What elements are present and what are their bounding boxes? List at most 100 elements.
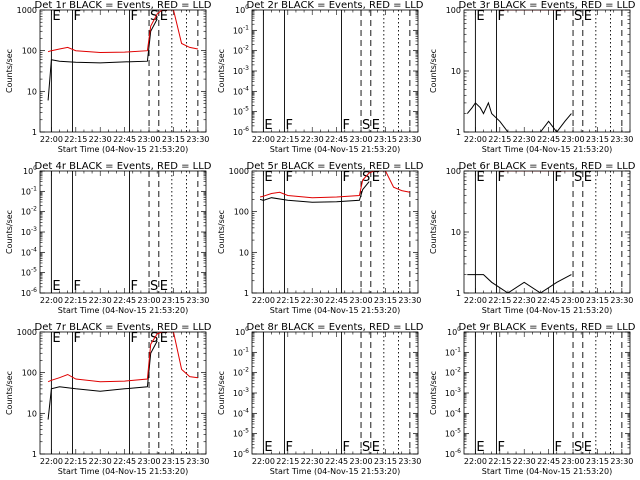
x-tick-label: 23:15 bbox=[374, 135, 397, 144]
y-tick-label: 10-2 bbox=[233, 45, 249, 56]
y-tick-label: 10-3 bbox=[233, 387, 249, 398]
x-tick-label: 22:00 bbox=[464, 457, 487, 466]
x-tick-label: 22:00 bbox=[252, 135, 275, 144]
vline-label: S bbox=[574, 9, 582, 24]
vline-label: F bbox=[343, 170, 350, 185]
x-tick-label: 23:30 bbox=[398, 296, 421, 305]
y-tick-label: 10-2 bbox=[445, 367, 461, 378]
panel-7: Det 7r BLACK = Events, RED = LLD Counts/s… bbox=[5, 322, 212, 476]
x-axis-label: Start Time (04-Nov-15 21:53:20) bbox=[270, 306, 400, 315]
vline-label: F bbox=[498, 9, 505, 24]
x-tick-label: 22:00 bbox=[40, 457, 63, 466]
y-tick-label: 10-5 bbox=[233, 106, 249, 117]
vline-label: F bbox=[131, 279, 138, 294]
x-tick-label: 22:30 bbox=[301, 135, 324, 144]
y-tick-label: 100 bbox=[447, 326, 461, 337]
x-tick-label: 22:15 bbox=[488, 296, 511, 305]
y-axis-label: Counts/sec bbox=[5, 49, 14, 93]
plot-frame bbox=[39, 170, 207, 294]
x-tick-label: 23:15 bbox=[586, 135, 609, 144]
x-tick-label: 23:00 bbox=[138, 457, 161, 466]
vline-label: E bbox=[160, 331, 168, 346]
vline-label: E bbox=[584, 9, 592, 24]
y-axis-label: Counts/sec bbox=[429, 210, 438, 254]
plot-frame bbox=[39, 331, 207, 455]
y-tick-label: 10 bbox=[239, 248, 249, 257]
panel-title: Det 7r BLACK = Events, RED = LLD bbox=[35, 322, 212, 333]
vline-label: F bbox=[343, 118, 350, 133]
vline-label: S bbox=[150, 279, 158, 294]
panel-3: Det 3r BLACK = Events, RED = LLD Counts/s… bbox=[429, 0, 636, 154]
panel-title: Det 2r BLACK = Events, RED = LLD bbox=[247, 0, 424, 11]
x-tick-label: 22:45 bbox=[325, 135, 348, 144]
vline-label: F bbox=[131, 331, 138, 346]
vline-label: F bbox=[74, 331, 81, 346]
y-tick-label: 100 bbox=[234, 208, 249, 217]
y-tick-label: 10 bbox=[27, 87, 37, 96]
x-tick-label: 23:15 bbox=[162, 135, 185, 144]
x-axis-label: Start Time (04-Nov-15 21:53:20) bbox=[58, 467, 188, 476]
x-tick-label: 23:00 bbox=[350, 457, 373, 466]
plot-frame bbox=[251, 170, 419, 294]
series-red bbox=[259, 171, 411, 199]
y-axis-label: Counts/sec bbox=[5, 371, 14, 415]
y-tick-label: 10-6 bbox=[233, 126, 249, 137]
x-tick-label: 22:30 bbox=[513, 296, 536, 305]
panel-9: Det 9r BLACK = Events, RED = LLD Counts/s… bbox=[429, 322, 636, 476]
y-tick-label: 10-4 bbox=[445, 407, 461, 418]
x-tick-label: 23:15 bbox=[586, 296, 609, 305]
x-tick-label: 23:30 bbox=[610, 135, 633, 144]
x-axis-label: Start Time (04-Nov-15 21:53:20) bbox=[58, 306, 188, 315]
vline-label: F bbox=[343, 440, 350, 455]
y-axis-label: Counts/sec bbox=[217, 210, 226, 254]
y-axis-label: Counts/sec bbox=[429, 49, 438, 93]
plot-frame bbox=[463, 170, 631, 294]
y-tick-label: 1 bbox=[456, 128, 461, 137]
x-axis-label: Start Time (04-Nov-15 21:53:20) bbox=[482, 467, 612, 476]
y-tick-label: 1000 bbox=[229, 167, 249, 176]
vline-label: E bbox=[372, 170, 380, 185]
y-tick-label: 10-1 bbox=[21, 185, 37, 196]
vline-label: E bbox=[52, 331, 60, 346]
y-tick-label: 1 bbox=[32, 128, 37, 137]
y-tick-label: 1 bbox=[244, 289, 249, 298]
y-tick-label: 10-5 bbox=[21, 267, 37, 278]
x-tick-label: 22:45 bbox=[325, 457, 348, 466]
x-tick-label: 22:15 bbox=[488, 135, 511, 144]
vline-label: F bbox=[286, 170, 293, 185]
x-tick-label: 22:00 bbox=[252, 457, 275, 466]
y-tick-label: 1000 bbox=[17, 6, 37, 15]
panel-2: Det 2r BLACK = Events, RED = LLD Counts/s… bbox=[217, 0, 424, 154]
y-axis-label: Counts/sec bbox=[5, 210, 14, 254]
vline-label: F bbox=[74, 9, 81, 24]
y-tick-label: 10-1 bbox=[445, 346, 461, 357]
panel-title: Det 5r BLACK = Events, RED = LLD bbox=[247, 161, 424, 172]
series-black bbox=[47, 340, 158, 420]
x-tick-label: 22:45 bbox=[113, 135, 136, 144]
panel-title: Det 3r BLACK = Events, RED = LLD bbox=[459, 0, 636, 11]
vline-label: E bbox=[476, 440, 484, 455]
y-tick-label: 10-6 bbox=[445, 448, 461, 459]
x-tick-label: 23:00 bbox=[562, 135, 585, 144]
x-tick-label: 23:00 bbox=[562, 296, 585, 305]
panel-6: Det 6r BLACK = Events, RED = LLD Counts/s… bbox=[429, 161, 636, 315]
x-tick-label: 23:15 bbox=[162, 457, 185, 466]
x-axis-label: Start Time (04-Nov-15 21:53:20) bbox=[482, 306, 612, 315]
vline-label: E bbox=[160, 9, 168, 24]
x-tick-label: 22:00 bbox=[252, 296, 275, 305]
y-tick-label: 10-6 bbox=[21, 287, 37, 298]
panel-title: Det 6r BLACK = Events, RED = LLD bbox=[459, 161, 636, 172]
series-black bbox=[466, 101, 572, 132]
vline-label: F bbox=[555, 9, 562, 24]
x-tick-label: 23:30 bbox=[186, 296, 209, 305]
x-tick-label: 23:30 bbox=[398, 135, 421, 144]
vline-label: E bbox=[584, 170, 592, 185]
x-tick-label: 22:30 bbox=[89, 135, 112, 144]
vline-label: E bbox=[264, 170, 272, 185]
x-tick-label: 22:00 bbox=[40, 296, 63, 305]
panel-title: Det 4r BLACK = Events, RED = LLD bbox=[35, 161, 212, 172]
x-tick-label: 23:00 bbox=[350, 135, 373, 144]
x-tick-label: 23:00 bbox=[350, 296, 373, 305]
y-tick-label: 100 bbox=[235, 4, 249, 15]
vline-label: F bbox=[74, 279, 81, 294]
